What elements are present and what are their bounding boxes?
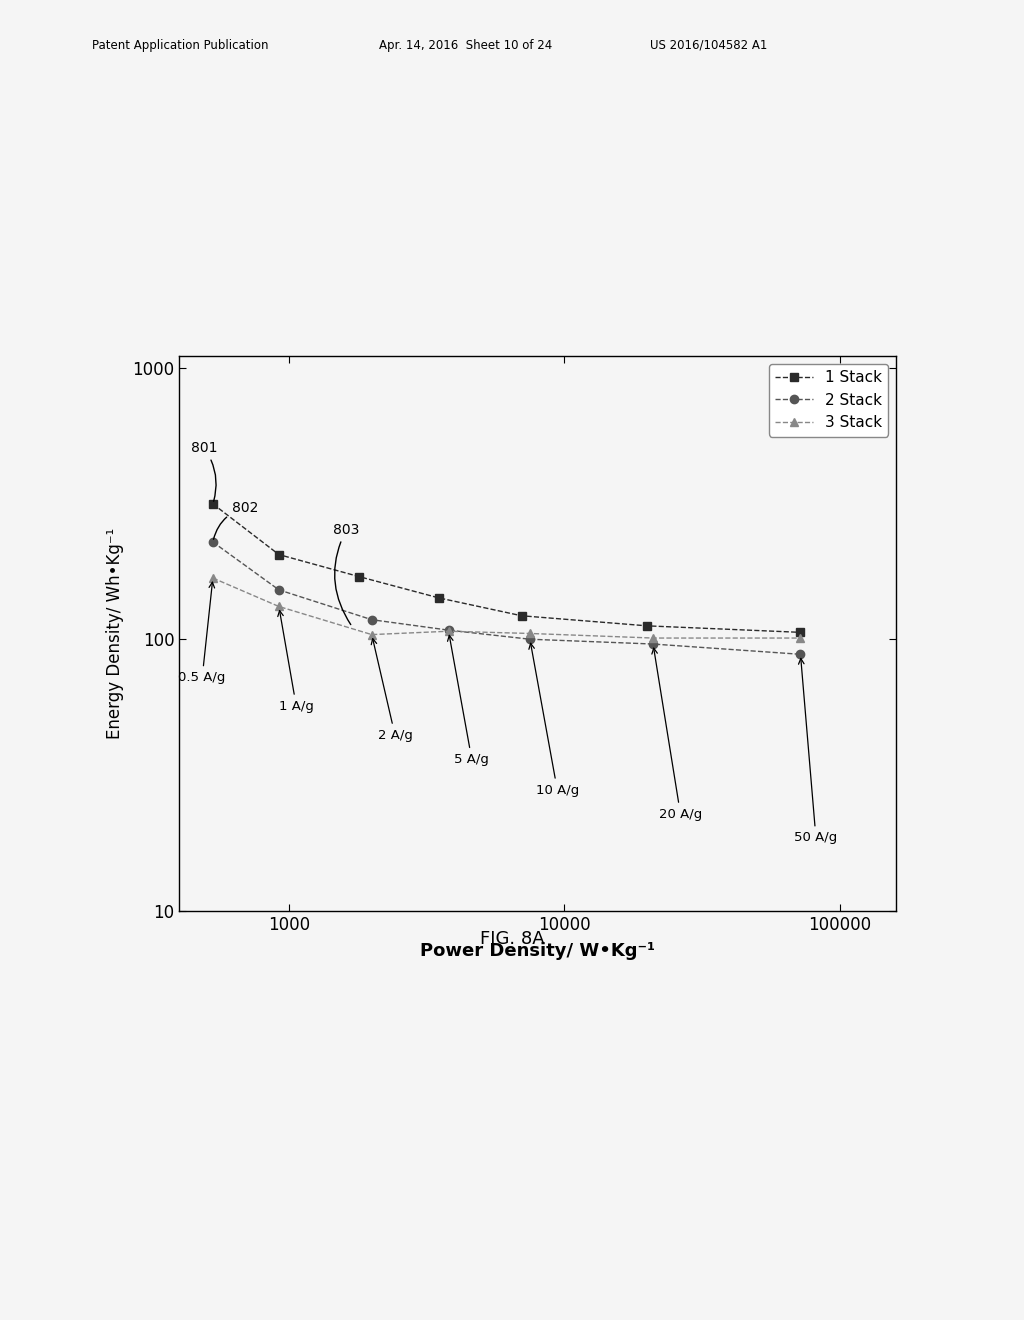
2 Stack (272, 582, 285, 598)
Text: 20 A/g: 20 A/g (652, 648, 702, 821)
3 Stack (366, 627, 378, 643)
Text: 5 A/g: 5 A/g (447, 635, 489, 766)
Text: 50 A/g: 50 A/g (795, 659, 838, 845)
Y-axis label: Energy Density/ Wh•Kg⁻¹: Energy Density/ Wh•Kg⁻¹ (105, 528, 124, 739)
3 Stack (523, 626, 536, 642)
2 Stack (366, 611, 378, 627)
Text: 801: 801 (190, 441, 217, 502)
Text: 802: 802 (213, 500, 258, 540)
Line: 1 Stack: 1 Stack (209, 500, 805, 636)
3 Stack (795, 630, 807, 645)
1 Stack (515, 607, 527, 623)
Text: Patent Application Publication: Patent Application Publication (92, 38, 268, 51)
2 Stack (442, 622, 455, 638)
2 Stack (207, 535, 219, 550)
Text: 803: 803 (333, 523, 359, 624)
1 Stack (207, 496, 219, 512)
Text: 0.5 A/g: 0.5 A/g (178, 582, 226, 684)
Line: 2 Stack: 2 Stack (209, 537, 805, 659)
Text: 2 A/g: 2 A/g (372, 639, 413, 742)
1 Stack (353, 569, 366, 585)
X-axis label: Power Density/ W•Kg⁻¹: Power Density/ W•Kg⁻¹ (420, 942, 655, 960)
3 Stack (207, 570, 219, 586)
3 Stack (272, 598, 285, 614)
2 Stack (523, 631, 536, 647)
1 Stack (641, 618, 653, 634)
Text: FIG. 8A: FIG. 8A (479, 929, 545, 948)
1 Stack (795, 624, 807, 640)
Line: 3 Stack: 3 Stack (209, 574, 805, 643)
Text: 10 A/g: 10 A/g (528, 643, 579, 797)
3 Stack (442, 623, 455, 639)
3 Stack (647, 630, 659, 645)
1 Stack (432, 590, 444, 606)
Legend: 1 Stack, 2 Stack, 3 Stack: 1 Stack, 2 Stack, 3 Stack (769, 364, 889, 437)
Text: 1 A/g: 1 A/g (278, 611, 313, 713)
Text: Apr. 14, 2016  Sheet 10 of 24: Apr. 14, 2016 Sheet 10 of 24 (379, 38, 552, 51)
1 Stack (272, 546, 285, 562)
Text: US 2016/104582 A1: US 2016/104582 A1 (650, 38, 768, 51)
2 Stack (795, 647, 807, 663)
2 Stack (647, 636, 659, 652)
